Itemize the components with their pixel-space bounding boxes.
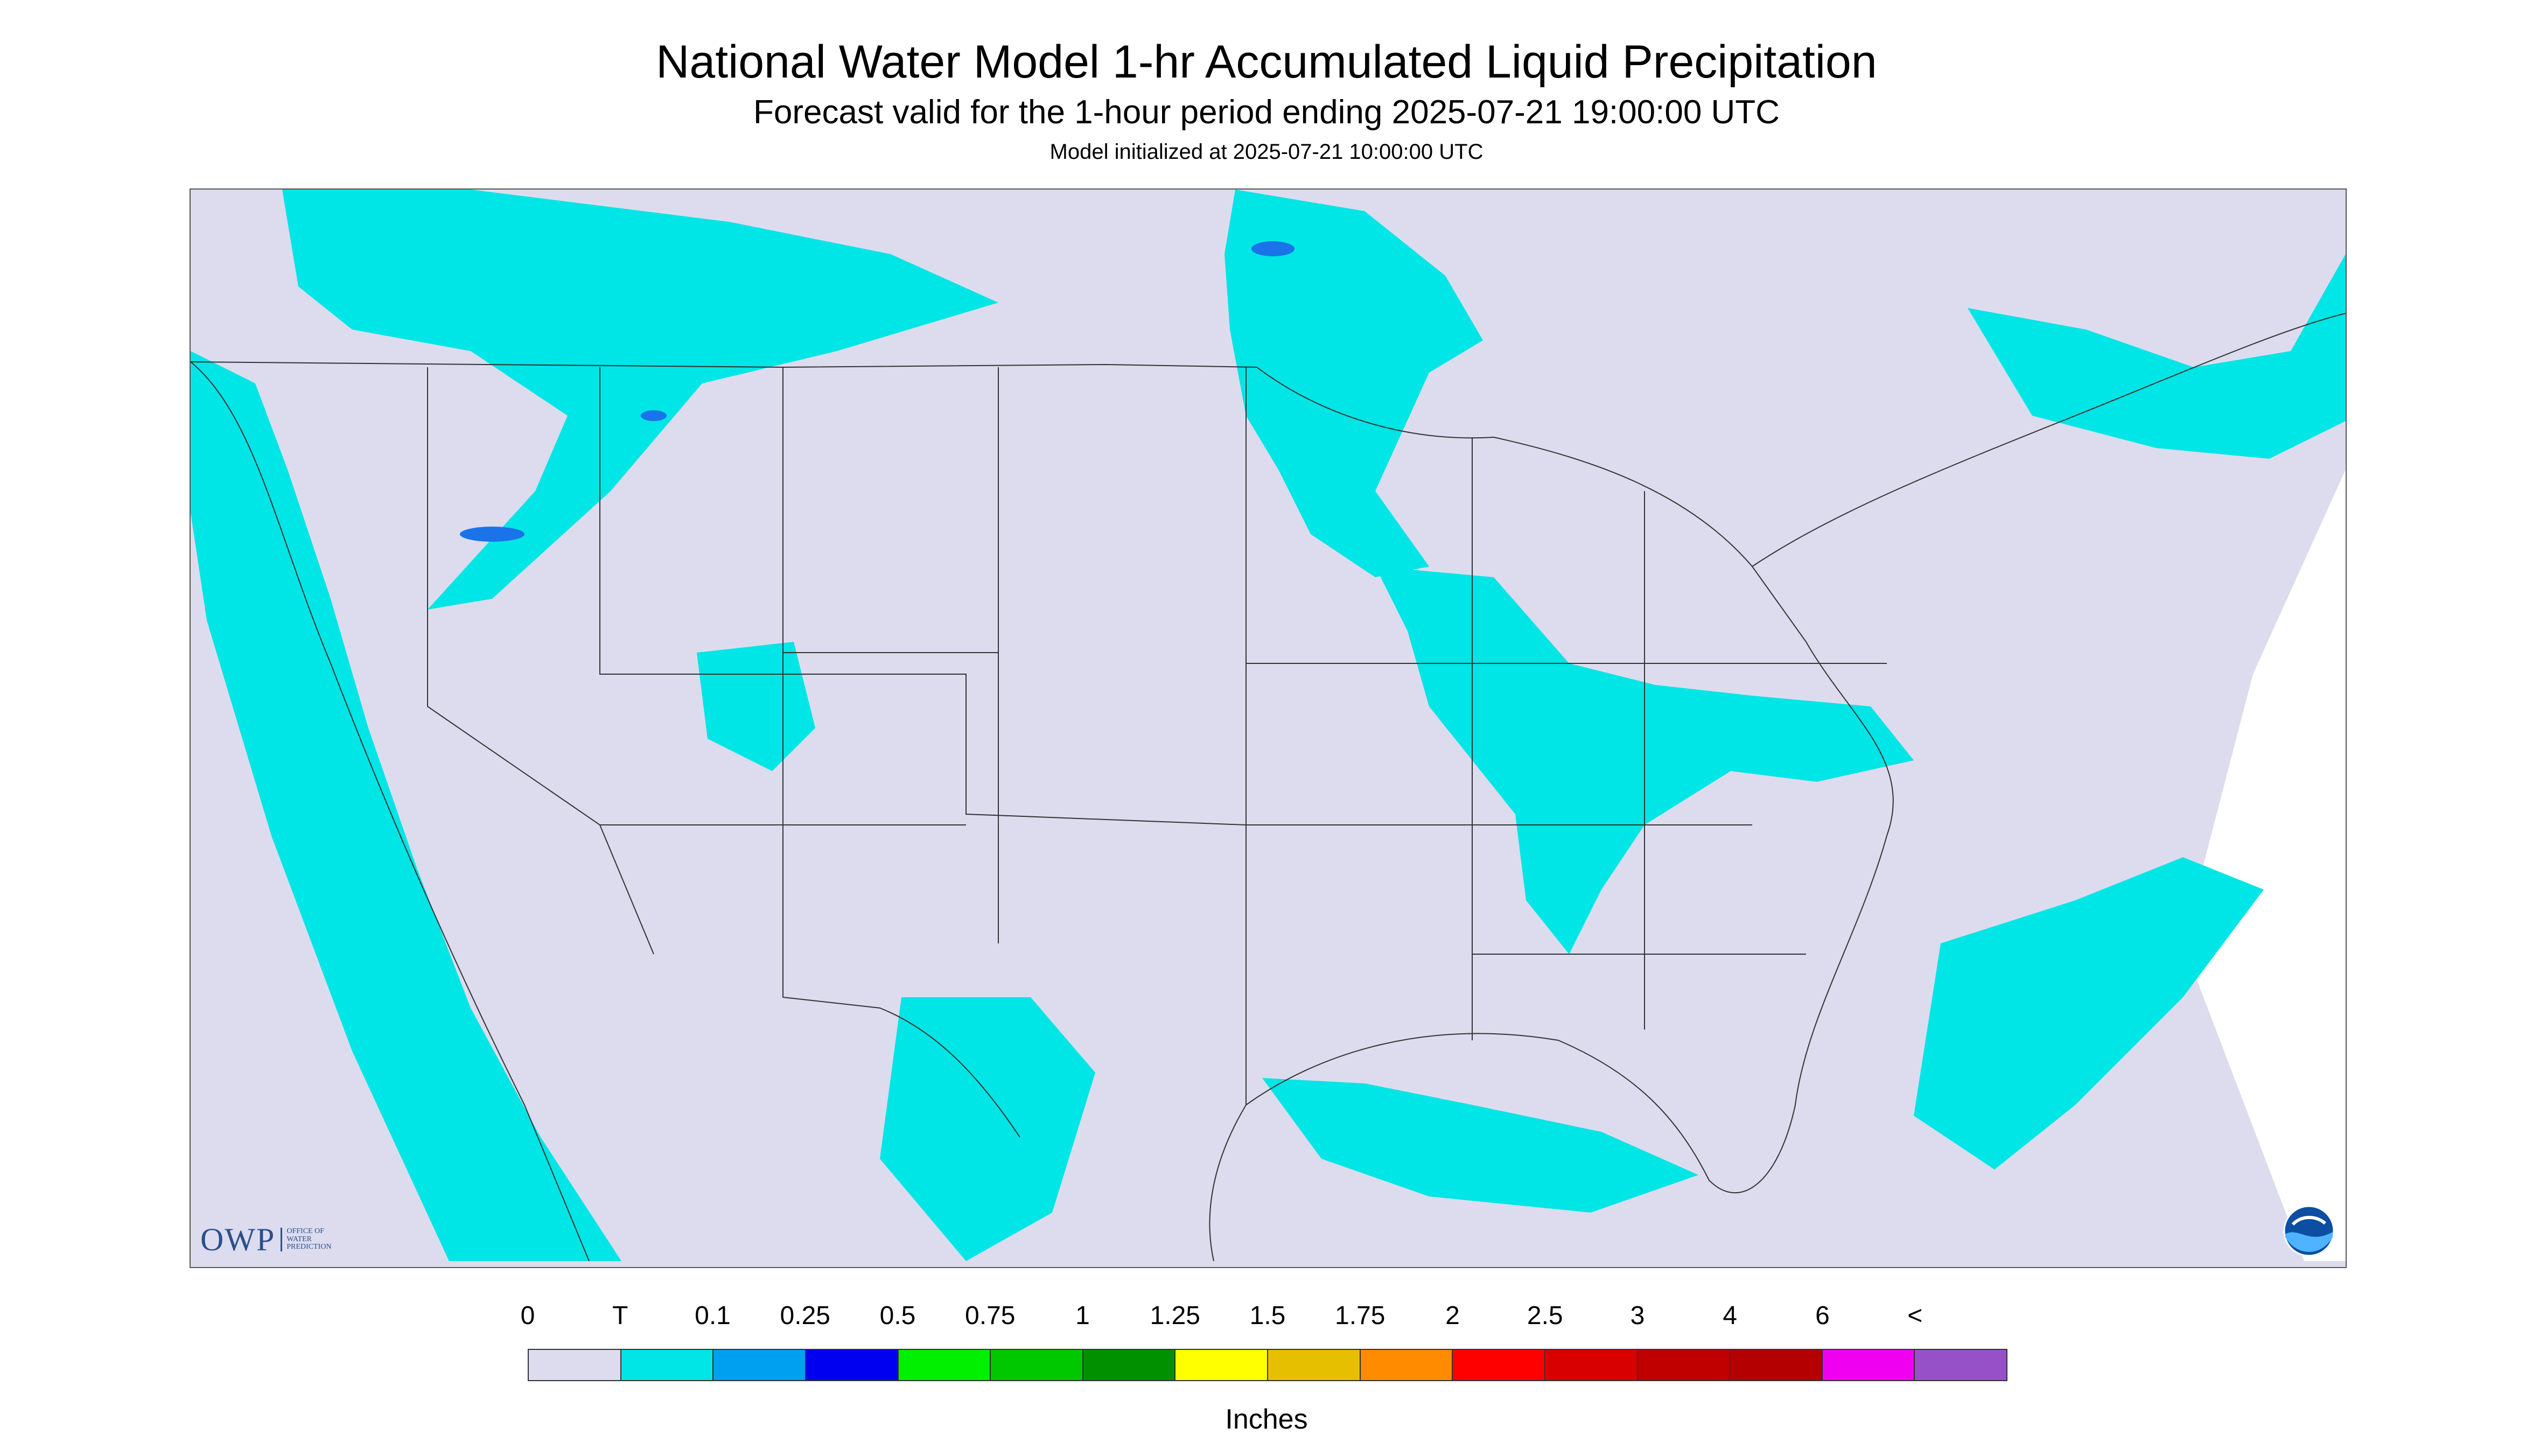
mexico-precip-cells — [880, 997, 1095, 1261]
legend-swatch-4 — [898, 1350, 991, 1380]
boundary-lines — [191, 313, 2346, 1262]
legend-label-11: 2.5 — [1527, 1301, 1563, 1330]
owp-logo-text: OFFICE OF WATER PREDICTION — [281, 1227, 351, 1252]
upper-midwest-precip — [1224, 190, 1483, 577]
owp-line-3: PREDICTION — [286, 1243, 332, 1251]
legend-label-2: 0.1 — [695, 1301, 731, 1330]
model-init-note: Model initialized at 2025-07-21 10:00:00… — [1049, 140, 1484, 164]
legend-label-12: 3 — [1630, 1301, 1645, 1330]
legend-swatch-12 — [1638, 1350, 1731, 1380]
legend-label-8: 1.5 — [1249, 1301, 1286, 1330]
legend-label-4: 0.5 — [879, 1301, 916, 1330]
map-canvas — [191, 190, 2346, 1262]
legend-label-9: 1.75 — [1335, 1301, 1386, 1330]
noaa-logo-icon — [2283, 1205, 2335, 1257]
gulf-precip-cells — [1262, 1078, 1698, 1213]
owp-line-1: OFFICE OF — [286, 1227, 324, 1235]
legend-units: Inches — [1225, 1404, 1308, 1435]
map-title: National Water Model 1-hr Accumulated Li… — [656, 36, 1877, 88]
legend-swatch-5 — [991, 1350, 1083, 1380]
legend-label-0: 0 — [520, 1301, 535, 1330]
legend-swatch-3 — [806, 1350, 899, 1380]
heavy-cell-idaho — [641, 410, 667, 421]
owp-line-2: WATER — [286, 1235, 312, 1243]
legend-swatch-15 — [1915, 1350, 2006, 1380]
legend-swatch-14 — [1822, 1350, 1915, 1380]
legend-swatch-11 — [1545, 1350, 1638, 1380]
legend-swatch-13 — [1730, 1350, 1823, 1380]
owp-logo-mark: OWP — [200, 1222, 276, 1257]
northwest-precip-band — [282, 190, 998, 610]
northeast-precip-cells — [1968, 254, 2346, 459]
legend-label-6: 1 — [1075, 1301, 1090, 1330]
legend-swatch-8 — [1268, 1350, 1361, 1380]
legend-swatch-0 — [529, 1350, 621, 1380]
legend-label-3: 0.25 — [780, 1301, 830, 1330]
legend-swatch-7 — [1175, 1350, 1268, 1380]
legend-swatch-1 — [621, 1350, 714, 1380]
legend-swatch-10 — [1453, 1350, 1545, 1380]
southwest-precip-cells — [697, 642, 815, 771]
legend-color-bar — [528, 1349, 2007, 1381]
legend-swatch-2 — [713, 1350, 806, 1380]
legend-label-13: 4 — [1723, 1301, 1738, 1330]
forecast-valid-subtitle: Forecast valid for the 1-hour period end… — [753, 94, 1780, 131]
noaa-emblem — [2283, 1205, 2335, 1257]
precipitation-map: OWP OFFICE OF WATER PREDICTION — [190, 188, 2347, 1268]
legend-label-14: 6 — [1815, 1301, 1830, 1330]
out-of-domain-right — [2183, 470, 2346, 1261]
legend-swatch-9 — [1360, 1350, 1453, 1380]
legend-label-10: 2 — [1445, 1301, 1460, 1330]
legend-swatch-6 — [1083, 1350, 1176, 1380]
legend-label-7: 1.25 — [1150, 1301, 1200, 1330]
heavy-cell-superior — [1251, 241, 1295, 256]
heavy-cell-montana — [460, 527, 524, 542]
atlantic-precip-cells — [1914, 857, 2264, 1170]
legend-labels: 0 T 0.1 0.25 0.5 0.75 1 1.25 1.5 1.75 2 2.5 3 4 6 < — [0, 1303, 2533, 1341]
legend-label-15: < — [1907, 1301, 1923, 1330]
legend-label-5: 0.75 — [965, 1301, 1016, 1330]
owp-logo: OWP OFFICE OF WATER PREDICTION — [200, 1223, 351, 1256]
legend-label-1: T — [612, 1301, 628, 1330]
